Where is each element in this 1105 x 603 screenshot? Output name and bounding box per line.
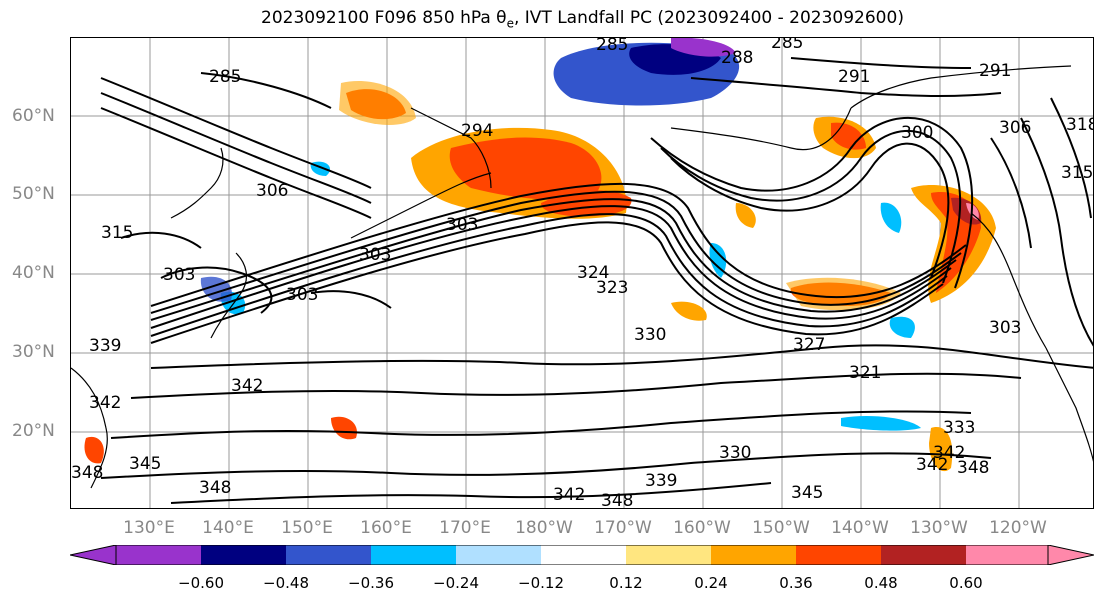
- contour-label: 291: [979, 61, 1011, 81]
- contour-label: 321: [849, 363, 881, 383]
- contour-label: 324: [577, 263, 609, 283]
- contour-label: 294: [461, 121, 493, 141]
- lon-label: 160°E: [360, 518, 412, 538]
- colorbar-tick: 0.60: [949, 574, 983, 592]
- colorbar-extend-high: [1047, 545, 1094, 565]
- colorbar-segment: [796, 545, 881, 565]
- map-svg: 285 285 288 285 291 291 294 300 306 306 …: [71, 38, 1094, 509]
- colorbar-segment: [286, 545, 371, 565]
- colorbar-tick: −0.60: [178, 574, 224, 592]
- contour-label: 303: [989, 318, 1021, 338]
- colorbar-segment: [711, 545, 796, 565]
- colorbar-tick: 0.36: [779, 574, 813, 592]
- colorbar-tick: −0.24: [433, 574, 479, 592]
- contour-label: 327: [793, 335, 825, 355]
- contour-label: 303: [286, 285, 318, 305]
- colorbar-tick: 0.48: [864, 574, 898, 592]
- ivt-shading: [84, 38, 996, 472]
- lat-label: 30°N: [12, 342, 55, 362]
- theta-subscript: e: [506, 16, 514, 31]
- contour-label: 330: [719, 443, 751, 463]
- lon-label: 120°W: [989, 518, 1047, 538]
- contour-label: 291: [838, 67, 870, 87]
- contour-label: 348: [601, 491, 633, 509]
- lon-label: 150°W: [752, 518, 810, 538]
- contour-label: 348: [199, 478, 231, 498]
- colorbar: [70, 545, 1094, 565]
- contour-label: 315: [1061, 163, 1093, 183]
- contour-label: 315: [101, 223, 133, 243]
- lon-label: 130°E: [123, 518, 175, 538]
- contour-label: 345: [791, 483, 823, 503]
- contour-label: 342: [89, 393, 121, 413]
- contour-label: 348: [957, 458, 989, 478]
- contour-label: 339: [89, 336, 121, 356]
- colorbar-segment: [371, 545, 456, 565]
- lat-label: 60°N: [12, 106, 55, 126]
- lat-label: 40°N: [12, 263, 55, 283]
- plot-title: 2023092100 F096 850 hPa θe, IVT Landfall…: [261, 8, 904, 31]
- contour-label: 342: [231, 376, 263, 396]
- contour-label: 333: [943, 418, 975, 438]
- contour-label: 342: [553, 485, 585, 505]
- lat-label: 20°N: [12, 421, 55, 441]
- contour-label: 342: [933, 443, 965, 463]
- colorbar-tick: 0.24: [694, 574, 728, 592]
- contour-label-layer: 285 285 288 285 291 291 294 300 306 306 …: [71, 38, 1094, 509]
- contour-label: 306: [256, 181, 288, 201]
- lon-label: 150°E: [281, 518, 333, 538]
- colorbar-tick: −0.48: [263, 574, 309, 592]
- contour-label: 318: [1066, 115, 1094, 135]
- lon-label: 130°W: [910, 518, 968, 538]
- colorbar-segment: [541, 545, 626, 565]
- contour-label: 285: [209, 67, 241, 87]
- contour-label: 339: [645, 471, 677, 491]
- colorbar-tick: −0.36: [348, 574, 394, 592]
- contour-label: 345: [129, 454, 161, 474]
- contour-label: 288: [721, 48, 753, 68]
- contour-label: 306: [999, 118, 1031, 138]
- contour-label: 285: [771, 38, 803, 53]
- contour-label: 303: [359, 245, 391, 265]
- colorbar-tick: 0.12: [609, 574, 643, 592]
- lon-label: 160°W: [673, 518, 731, 538]
- theta-e-contours: [100, 57, 1093, 504]
- contour-label: 330: [634, 325, 666, 345]
- colorbar-segment: [201, 545, 286, 565]
- colorbar-segment: [116, 545, 201, 565]
- colorbar-tick: −0.12: [518, 574, 564, 592]
- contour-label: 323: [596, 278, 628, 298]
- colorbar-extend-low: [70, 545, 117, 565]
- lon-label: 140°W: [831, 518, 889, 538]
- contour-label: 285: [596, 38, 628, 55]
- lon-label: 140°E: [202, 518, 254, 538]
- contour-label: 303: [446, 215, 478, 235]
- lon-label: 180°W: [515, 518, 573, 538]
- lat-label: 50°N: [12, 184, 55, 204]
- lon-label: 170°E: [439, 518, 491, 538]
- lon-label: 170°W: [594, 518, 652, 538]
- contour-label: 300: [901, 123, 933, 143]
- colorbar-segment: [456, 545, 541, 565]
- contour-label: 303: [163, 265, 195, 285]
- colorbar-segment: [881, 545, 966, 565]
- colorbar-segment: [626, 545, 711, 565]
- contour-label: 342: [916, 455, 948, 475]
- colorbar-segment: [966, 545, 1048, 565]
- map-panel: 285 285 288 285 291 291 294 300 306 306 …: [70, 37, 1094, 509]
- contour-label: 348: [71, 463, 103, 483]
